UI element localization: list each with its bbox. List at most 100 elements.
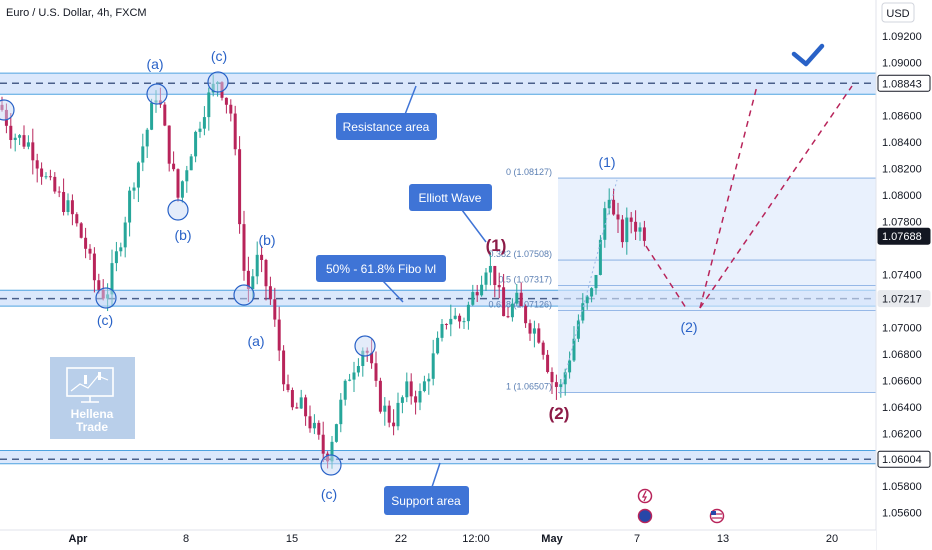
candle-body xyxy=(194,131,198,157)
candle-body xyxy=(233,113,237,150)
candle-body xyxy=(18,135,22,138)
candle-body xyxy=(528,323,532,334)
candle-body xyxy=(594,274,598,289)
price-tick-label: 1.08600 xyxy=(882,110,922,122)
price-tick-label: 1.06200 xyxy=(882,428,922,440)
wave-circle xyxy=(146,83,168,105)
wave-label: (b) xyxy=(258,232,275,248)
callout-resistance: Resistance area xyxy=(336,85,437,140)
candle-body xyxy=(400,397,404,403)
candle-body xyxy=(374,363,378,381)
fib-label: 0.5 (1.07317) xyxy=(498,274,552,284)
projection-up-line-2 xyxy=(699,85,853,309)
price-badge xyxy=(877,227,931,245)
candle-body xyxy=(642,227,646,241)
candle-body xyxy=(295,407,299,409)
candle-body xyxy=(480,284,484,296)
candle-body xyxy=(532,328,536,334)
price-badge xyxy=(877,290,931,308)
candle-body xyxy=(334,424,338,442)
time-tick-label: Apr xyxy=(69,533,89,545)
candle-body xyxy=(616,214,620,220)
time-tick-label: 7 xyxy=(634,533,640,545)
candle-body xyxy=(53,176,57,192)
candle-body xyxy=(321,434,325,454)
candle-body xyxy=(502,287,506,317)
candle-body xyxy=(607,199,611,209)
candle-body xyxy=(286,384,290,391)
candle-body xyxy=(163,104,167,126)
candle-body xyxy=(506,316,510,318)
candle-body xyxy=(554,382,558,387)
wave-circle xyxy=(167,199,189,221)
candle-body xyxy=(264,259,268,287)
candle-body xyxy=(510,303,514,318)
wave-label: (2) xyxy=(549,404,570,423)
candle-body xyxy=(132,187,136,191)
watermark-logo: Hellena Trade xyxy=(50,357,135,439)
candle-body xyxy=(352,372,356,380)
candle-body xyxy=(110,263,114,295)
candle-body xyxy=(590,288,594,297)
price-tick-label: 1.06600 xyxy=(882,375,922,387)
wave-circle xyxy=(0,99,15,121)
candle-body xyxy=(22,135,26,147)
candle-body xyxy=(207,92,211,118)
callout-support: Support area xyxy=(384,462,469,515)
price-tick-label: 1.08000 xyxy=(882,190,922,202)
fib-label: 0.382 (1.07508) xyxy=(488,249,552,259)
price-badge xyxy=(877,74,931,92)
candle-body xyxy=(436,337,440,354)
time-axis[interactable] xyxy=(0,530,876,550)
candle-body xyxy=(88,248,92,254)
event-icons[interactable] xyxy=(637,488,725,524)
candle-body xyxy=(524,306,528,324)
callout-elliott: Elliott Wave xyxy=(409,184,492,243)
candle-body xyxy=(189,156,193,171)
wave-circle xyxy=(233,284,255,306)
candle-body xyxy=(348,379,352,381)
candle-body xyxy=(414,396,418,403)
wave-circle xyxy=(354,335,376,357)
candle-body xyxy=(84,237,88,249)
candle-body xyxy=(462,321,466,323)
candle-body xyxy=(290,390,294,408)
price-tick-label: 1.09200 xyxy=(882,31,922,43)
fib-label: 1 (1.06507) xyxy=(506,382,552,392)
candle-body xyxy=(167,125,171,164)
eu-flag-icon xyxy=(637,508,653,524)
candle-body xyxy=(44,176,48,178)
candle-body xyxy=(634,221,638,232)
callout-text: Elliott Wave xyxy=(419,191,482,205)
candle-body xyxy=(383,405,387,412)
candle-body xyxy=(176,169,180,198)
time-tick-label: 15 xyxy=(286,533,298,545)
candle-body xyxy=(576,320,580,339)
candle-body xyxy=(260,254,264,260)
candle-body xyxy=(268,286,272,300)
candle-body xyxy=(440,324,444,338)
price-axis-ticks: 1.09200 1.09000 1.08600 1.08400 1.08200 1.080… xyxy=(882,31,922,520)
price-tick-label: 1.06800 xyxy=(882,349,922,361)
candle-body xyxy=(370,352,374,364)
callout-box xyxy=(409,184,492,211)
currency-button[interactable]: USD xyxy=(881,2,915,23)
candle-body xyxy=(519,292,523,307)
candle-body xyxy=(396,402,400,427)
candle-body xyxy=(9,125,13,141)
candle-body xyxy=(299,397,303,409)
price-tick-label: 1.05600 xyxy=(882,508,922,520)
candle-body xyxy=(79,223,83,238)
projection-down-line xyxy=(645,245,687,309)
candle-body xyxy=(330,441,334,462)
wave-label: (1) xyxy=(486,236,507,255)
fib-layer: 0 (1.08127)0.382 (1.07508)0.5 (1.07317)0… xyxy=(488,167,876,394)
candle-body xyxy=(387,405,391,423)
candle-body xyxy=(449,318,453,325)
symbol-title: Euro / U.S. Dollar, 4h, FXCM xyxy=(6,7,147,19)
watermark-line2: Trade xyxy=(76,420,108,434)
candle-body xyxy=(541,342,545,355)
time-tick-label: 20 xyxy=(826,533,838,545)
candle-body xyxy=(308,416,312,429)
